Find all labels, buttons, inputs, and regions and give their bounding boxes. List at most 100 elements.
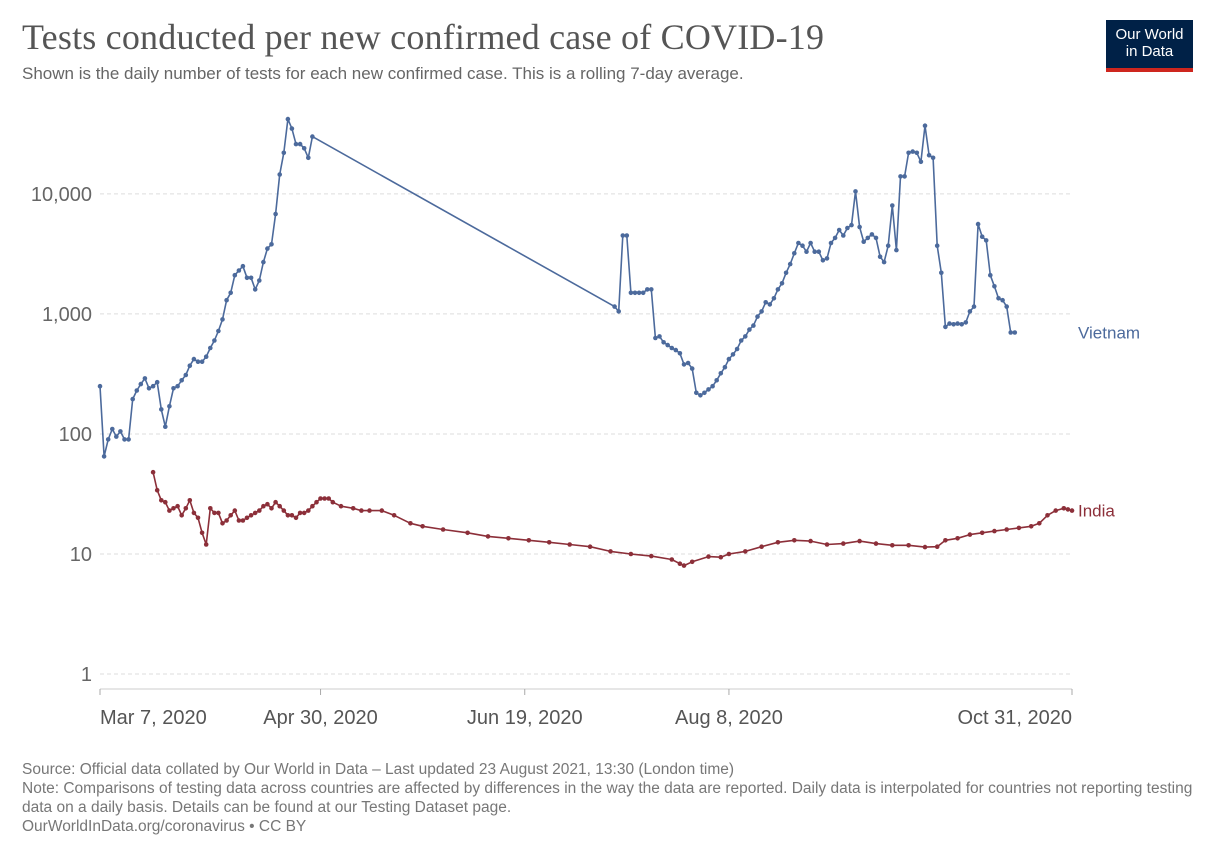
credit-text: OurWorldInData.org/coronavirus • CC BY bbox=[22, 818, 307, 835]
data-point-vietnam bbox=[105, 437, 111, 442]
data-point-vietnam bbox=[673, 347, 679, 353]
data-point-vietnam bbox=[281, 150, 287, 156]
data-point-vietnam bbox=[212, 338, 217, 343]
data-point-india bbox=[943, 538, 948, 543]
data-point-vietnam bbox=[996, 296, 1001, 301]
data-point-india bbox=[706, 554, 711, 559]
data-point-vietnam bbox=[236, 268, 242, 273]
data-point-vietnam bbox=[612, 304, 617, 309]
data-point-vietnam bbox=[743, 334, 748, 339]
data-point-vietnam bbox=[244, 275, 250, 281]
data-point-india bbox=[506, 536, 511, 541]
data-point-vietnam bbox=[187, 363, 193, 369]
data-point-vietnam bbox=[979, 234, 985, 239]
data-point-vietnam bbox=[616, 309, 621, 314]
data-point-vietnam bbox=[649, 287, 654, 292]
data-point-india bbox=[689, 559, 695, 565]
data-point-vietnam bbox=[845, 225, 850, 231]
data-point-vietnam bbox=[934, 243, 940, 248]
data-point-vietnam bbox=[832, 235, 838, 241]
data-point-india bbox=[322, 496, 327, 501]
data-point-vietnam bbox=[734, 346, 740, 352]
y-tick-label: 100 bbox=[59, 424, 92, 446]
data-point-india bbox=[301, 510, 307, 516]
data-point-india bbox=[326, 496, 332, 501]
data-point-vietnam bbox=[183, 372, 189, 378]
data-point-india bbox=[289, 513, 295, 518]
data-point-vietnam bbox=[653, 335, 658, 341]
data-point-vietnam bbox=[992, 284, 997, 289]
data-point-vietnam bbox=[175, 383, 180, 389]
note-text: Note: Comparisons of testing data across… bbox=[22, 780, 1193, 816]
data-point-india bbox=[1037, 521, 1042, 526]
data-point-india bbox=[203, 542, 209, 547]
data-point-vietnam bbox=[228, 290, 233, 296]
data-point-vietnam bbox=[959, 322, 964, 327]
data-point-vietnam bbox=[661, 340, 666, 345]
data-point-vietnam bbox=[975, 221, 981, 227]
data-point-vietnam bbox=[277, 172, 283, 177]
data-point-vietnam bbox=[301, 146, 307, 151]
data-point-vietnam bbox=[110, 426, 115, 432]
data-point-india bbox=[775, 540, 781, 545]
data-point-vietnam bbox=[167, 404, 172, 409]
x-tick-label: Oct 31, 2020 bbox=[957, 707, 1072, 729]
data-point-vietnam bbox=[163, 424, 168, 430]
data-point-vietnam bbox=[930, 155, 936, 161]
data-point-vietnam bbox=[763, 300, 768, 305]
data-point-vietnam bbox=[171, 386, 176, 391]
data-point-vietnam bbox=[257, 278, 262, 283]
data-point-vietnam bbox=[767, 302, 773, 307]
data-point-india bbox=[150, 469, 156, 475]
data-point-vietnam bbox=[669, 345, 675, 351]
data-point-india bbox=[1061, 506, 1067, 511]
data-point-india bbox=[330, 499, 336, 505]
data-point-vietnam bbox=[853, 189, 858, 194]
data-point-vietnam bbox=[261, 259, 266, 265]
data-point-vietnam bbox=[265, 246, 270, 251]
data-point-vietnam bbox=[710, 383, 715, 389]
data-point-vietnam bbox=[640, 290, 646, 296]
data-point-india bbox=[841, 541, 846, 546]
data-point-vietnam bbox=[873, 235, 879, 241]
data-point-vietnam bbox=[252, 287, 258, 292]
data-point-india bbox=[967, 532, 973, 537]
data-point-vietnam bbox=[1004, 304, 1009, 309]
data-point-vietnam bbox=[216, 328, 221, 334]
data-point-india bbox=[310, 503, 315, 509]
data-point-vietnam bbox=[922, 123, 928, 128]
data-point-vietnam bbox=[939, 270, 944, 276]
data-point-vietnam bbox=[951, 322, 956, 327]
data-point-vietnam bbox=[702, 390, 707, 396]
data-point-india bbox=[224, 518, 229, 523]
x-tick-label: Aug 8, 2020 bbox=[675, 707, 783, 729]
data-point-vietnam bbox=[914, 150, 920, 156]
data-point-vietnam bbox=[988, 272, 993, 278]
data-point-india bbox=[669, 557, 675, 562]
data-point-vietnam bbox=[828, 240, 834, 246]
data-point-vietnam bbox=[836, 227, 842, 233]
data-point-vietnam bbox=[220, 317, 225, 322]
data-point-vietnam bbox=[191, 356, 197, 362]
data-point-india bbox=[824, 542, 830, 547]
data-point-vietnam bbox=[310, 134, 315, 139]
y-tick-label: 1,000 bbox=[42, 304, 92, 326]
data-point-india bbox=[587, 544, 593, 549]
data-point-vietnam bbox=[783, 270, 789, 276]
data-point-india bbox=[350, 506, 356, 511]
data-point-vietnam bbox=[861, 239, 866, 244]
data-point-india bbox=[1065, 507, 1071, 512]
owid-logo[interactable]: Our World in Data bbox=[1106, 20, 1193, 72]
data-point-india bbox=[244, 515, 250, 521]
data-point-vietnam bbox=[718, 371, 724, 376]
data-point-india bbox=[273, 499, 278, 505]
data-point-vietnam bbox=[857, 224, 862, 230]
data-point-india bbox=[257, 508, 262, 513]
data-point-india bbox=[240, 518, 246, 523]
data-point-vietnam bbox=[632, 290, 638, 296]
data-point-india bbox=[212, 510, 217, 516]
data-point-vietnam bbox=[130, 396, 135, 402]
data-point-vietnam bbox=[134, 388, 140, 393]
data-point-india bbox=[179, 513, 184, 518]
data-point-india bbox=[677, 561, 683, 566]
